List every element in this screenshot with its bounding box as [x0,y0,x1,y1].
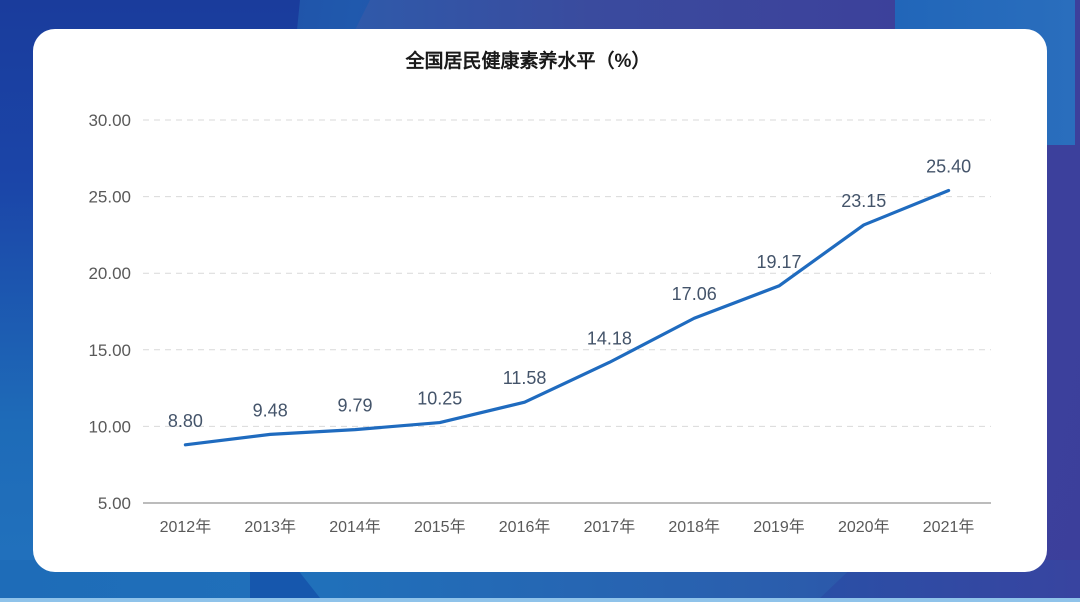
data-label: 19.17 [756,252,801,272]
data-labels: 8.80 9.48 9.79 10.25 11.58 14.18 17.06 19.17 23.… [168,156,971,430]
x-axis-ticks: 2012年 2013年 2014年 2015年 2016年 2017年 2018年 2019年… [160,518,975,536]
y-tick-label: 15.00 [88,341,131,360]
data-label: 23.15 [841,191,886,211]
y-tick-label: 5.00 [98,494,131,513]
x-tick-label: 2016年 [499,518,551,536]
data-label: 9.79 [337,396,372,416]
data-label: 25.40 [926,156,971,176]
x-tick-label: 2019年 [753,518,805,536]
chart-title: 全国居民健康素养水平（%） [405,49,651,72]
y-tick-label: 30.00 [88,111,131,130]
background-bottom-strip [0,598,1080,602]
x-tick-label: 2014年 [329,518,381,536]
x-tick-label: 2013年 [244,518,296,536]
x-tick-label: 2017年 [584,518,636,536]
series-line [183,188,951,447]
x-tick-label: 2018年 [668,518,720,536]
gridlines [143,119,991,427]
data-label: 11.58 [503,368,547,388]
x-tick-label: 2015年 [414,518,466,536]
data-label: 8.80 [168,411,203,431]
x-tick-label: 2012年 [160,518,212,536]
x-tick-label: 2021年 [923,518,975,536]
y-axis-ticks: 5.00 10.00 15.00 20.00 25.00 30.00 [88,111,131,513]
x-tick-label: 2020年 [838,518,890,536]
y-tick-label: 20.00 [88,264,131,283]
data-label: 14.18 [587,328,632,348]
data-label: 17.06 [672,284,717,304]
data-label: 9.48 [253,400,288,420]
y-tick-label: 10.00 [88,417,131,436]
data-label: 10.25 [417,389,462,409]
y-tick-label: 25.00 [88,188,131,207]
